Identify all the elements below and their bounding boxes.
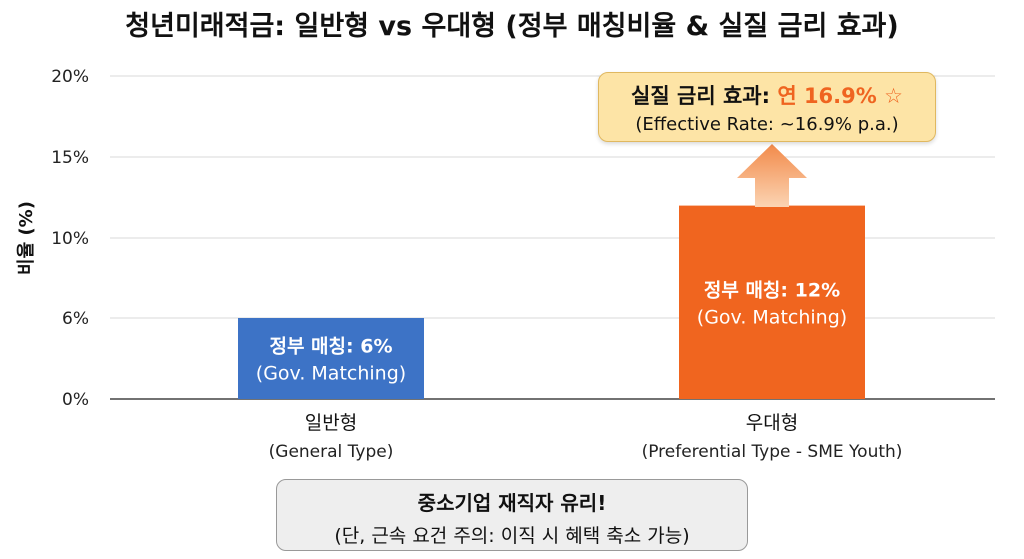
y-axis-label: 비율 (%) (16, 201, 37, 275)
note-title: 중소기업 재직자 유리! (417, 491, 607, 515)
bar-data-sublabel: (Gov. Matching) (256, 363, 406, 385)
y-tick-label: 0% (62, 390, 89, 410)
note-box: 중소기업 재직자 유리! (단, 근속 요건 주의: 이직 시 혜택 축소 가능… (276, 479, 748, 551)
note-detail: (단, 근속 요건 주의: 이직 시 혜택 축소 가능) (334, 525, 690, 547)
x-category-label: 우대형 (746, 412, 798, 434)
x-category-sublabel: (General Type) (269, 442, 394, 462)
bar (679, 205, 865, 399)
y-tick-label: 6% (62, 309, 89, 329)
callout-prefix: 실질 금리 효과: (631, 84, 778, 108)
effective-rate-callout: 실질 금리 효과: 연 16.9% ☆ (Effective Rate: ~16… (598, 72, 936, 142)
chart-title: 청년미래적금: 일반형 vs 우대형 (정부 매칭비율 & 실질 금리 효과) (125, 11, 899, 42)
x-category-label: 일반형 (305, 412, 357, 434)
bar-data-label: 정부 매칭: 12% (704, 279, 840, 301)
up-arrow-icon (737, 144, 807, 207)
callout-subtext: (Effective Rate: ~16.9% p.a.) (635, 114, 899, 135)
bar-data-label: 정부 매칭: 6% (269, 336, 392, 358)
bar (238, 318, 424, 399)
bar-data-sublabel: (Gov. Matching) (697, 306, 847, 328)
y-tick-label: 15% (51, 148, 89, 168)
callout-highlight: 연 16.9% ☆ (777, 84, 903, 108)
x-category-sublabel: (Preferential Type - SME Youth) (642, 442, 903, 462)
y-tick-label: 20% (51, 67, 89, 87)
y-tick-label: 10% (51, 229, 89, 249)
